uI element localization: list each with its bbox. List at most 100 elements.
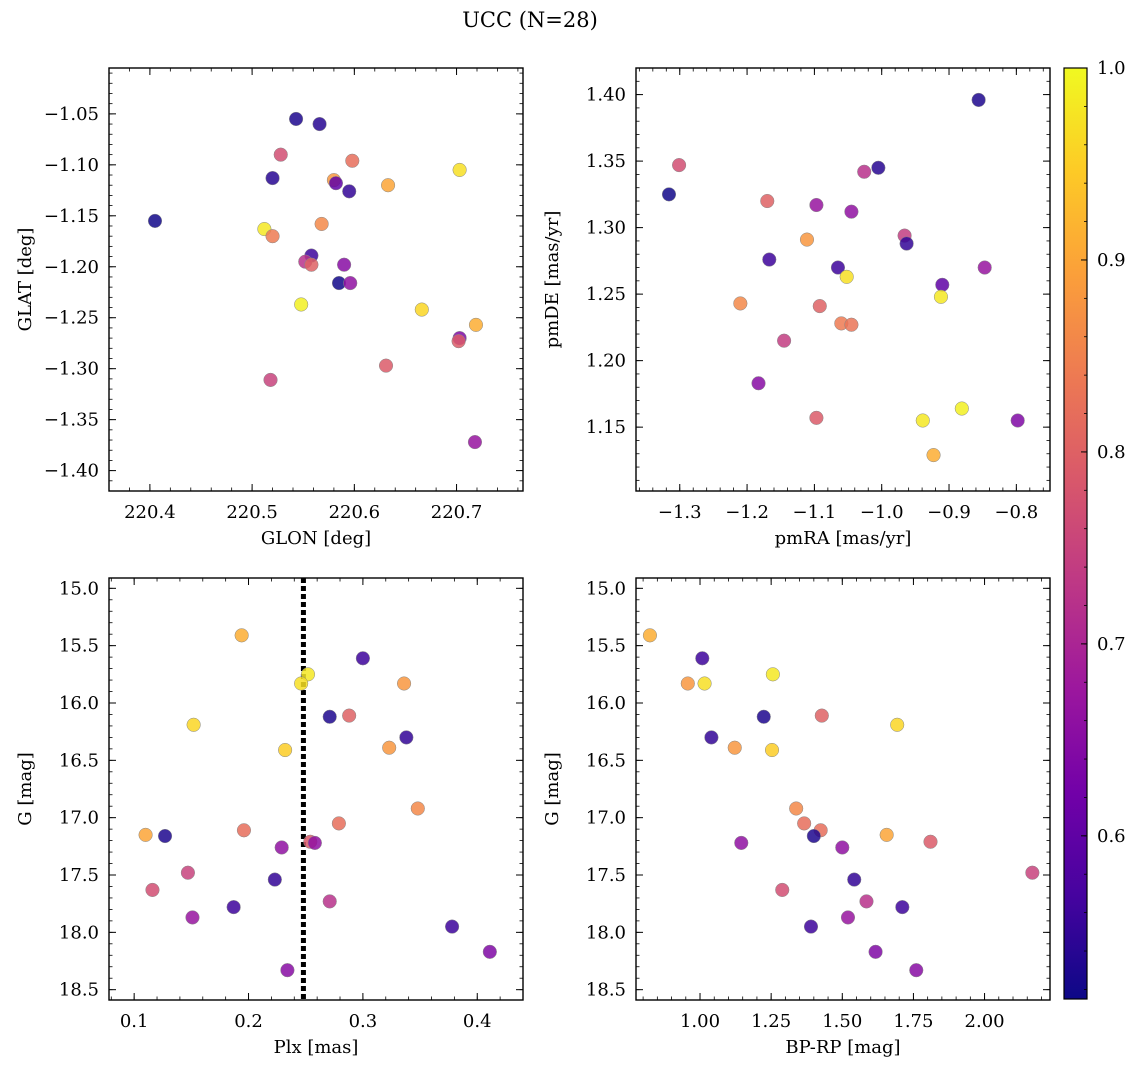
- y-tick-label: 15.5: [59, 636, 99, 657]
- y-tick-label: 1.40: [586, 85, 626, 106]
- x-tick-label: −1.0: [860, 502, 904, 523]
- y-tick-label: 17.5: [59, 865, 99, 886]
- scatter-point: [236, 823, 252, 838]
- scatter-point: [756, 709, 771, 724]
- x-tick-label: 0.4: [463, 1011, 492, 1032]
- colorbar-tick-label: 0.8: [1097, 442, 1126, 463]
- scatter-point: [265, 229, 280, 244]
- scatter-point: [789, 801, 804, 816]
- scatter-point: [467, 435, 483, 450]
- figure-title: UCC (N=28): [462, 8, 598, 32]
- scatter-point: [977, 260, 992, 275]
- panel-glon-glat: 220.4 220.5 220.6 220.7 −1.05 −1.10 −1.15 −1.20…: [15, 67, 524, 549]
- scatter-point: [355, 651, 370, 666]
- scatter-point: [727, 740, 742, 755]
- scatter-point: [812, 299, 827, 314]
- y-axis-label: GLAT [deg]: [15, 228, 36, 332]
- y-tick-label: 18.0: [59, 922, 99, 943]
- scatter-point: [733, 296, 748, 311]
- axes-frame: [635, 67, 1051, 492]
- scatter-point: [764, 742, 780, 758]
- y-tick-label: 15.5: [586, 636, 626, 657]
- colorbar: 0.6 0.7 0.8 0.9 1.0: [1063, 58, 1126, 1000]
- scatter-point: [830, 260, 846, 275]
- scatter-point: [933, 289, 948, 304]
- scatter-point: [414, 302, 429, 317]
- axes-frame: [108, 577, 524, 1001]
- x-axis-label: GLON [deg]: [261, 528, 371, 549]
- scatter-point: [814, 708, 829, 723]
- scatter-point: [265, 171, 280, 186]
- scatter-point: [868, 944, 883, 959]
- x-axis-label: BP-RP [mag]: [785, 1037, 900, 1058]
- scatter-point: [234, 628, 249, 643]
- scatter-point: [482, 944, 497, 959]
- x-tick-label: 1.25: [751, 1011, 791, 1032]
- x-tick-label: −0.8: [994, 502, 1038, 523]
- x-tick-label: 1.00: [680, 1011, 720, 1032]
- scatter-point: [895, 900, 910, 915]
- scatter-point: [322, 894, 337, 909]
- x-tick-label: 220.5: [226, 502, 278, 523]
- x-tick-label: −1.1: [793, 502, 837, 523]
- scatter-point: [468, 317, 484, 332]
- scatter-point: [844, 317, 859, 332]
- scatter-point: [226, 900, 241, 915]
- y-tick-label: 16.5: [586, 750, 626, 771]
- x-axis-label: Plx [mas]: [274, 1037, 359, 1058]
- scatter-point: [1010, 413, 1025, 428]
- scatter-point: [680, 676, 695, 691]
- y-tick-label: 1.20: [586, 351, 626, 372]
- scatter-point: [871, 160, 886, 175]
- scatter-point: [267, 872, 282, 887]
- scatter-point: [278, 742, 293, 758]
- scatter-points: [661, 92, 1025, 463]
- y-tick-label: −1.25: [44, 308, 99, 329]
- axes-frame: [108, 67, 524, 492]
- y-tick-label: −1.05: [44, 104, 99, 125]
- scatter-point: [890, 717, 905, 732]
- scatter-point: [451, 334, 466, 349]
- scatter-point: [954, 401, 969, 416]
- scatter-point: [847, 872, 862, 887]
- y-tick-label: −1.20: [44, 257, 99, 278]
- scatter-point: [775, 882, 790, 897]
- scatter-point: [280, 963, 295, 978]
- scatter-point: [839, 269, 854, 284]
- scatter-point: [1025, 865, 1040, 880]
- scatter-point: [899, 236, 914, 251]
- scatter-point: [343, 276, 358, 291]
- x-tick-label: 220.4: [124, 502, 176, 523]
- y-tick-label: 17.5: [586, 865, 626, 886]
- scatter-point: [331, 816, 346, 831]
- scatter-point: [857, 164, 872, 179]
- colorbar-tick-label: 0.9: [1097, 250, 1126, 271]
- scatter-point: [704, 730, 719, 745]
- y-tick-label: 1.15: [586, 417, 626, 438]
- scatter-point: [844, 204, 859, 219]
- scatter-point: [263, 372, 278, 387]
- y-tick-label: 1.35: [586, 151, 626, 172]
- scatter-point: [923, 834, 938, 849]
- y-axis-label: G [mag]: [542, 752, 563, 825]
- scatter-point: [342, 184, 357, 199]
- colorbar-ticks: 0.6 0.7 0.8 0.9 1.0: [1081, 58, 1126, 990]
- y-tick-label: −1.10: [44, 155, 99, 176]
- scatter-point: [274, 840, 289, 855]
- x-tick-label: −1.3: [658, 502, 702, 523]
- colorbar-gradient: [1063, 67, 1088, 1000]
- x-tick-label: 1.50: [822, 1011, 862, 1032]
- y-tick-label: 18.5: [586, 980, 626, 1001]
- scatter-points: [138, 628, 497, 978]
- scatter-point: [445, 919, 460, 934]
- scatter-point: [452, 162, 467, 177]
- y-axis-label: G [mag]: [15, 752, 36, 825]
- panel-pmra-pmde: −1.3 −1.2 −1.1 −1.0 −0.9 −0.8 1.15 1.20 1.25 1.30…: [542, 67, 1051, 549]
- scatter-point: [378, 358, 394, 373]
- scatter-points: [642, 628, 1040, 978]
- scatter-point: [835, 840, 850, 855]
- y-tick-label: 16.5: [59, 750, 99, 771]
- scatter-point: [180, 865, 195, 880]
- scatter-point: [661, 187, 677, 202]
